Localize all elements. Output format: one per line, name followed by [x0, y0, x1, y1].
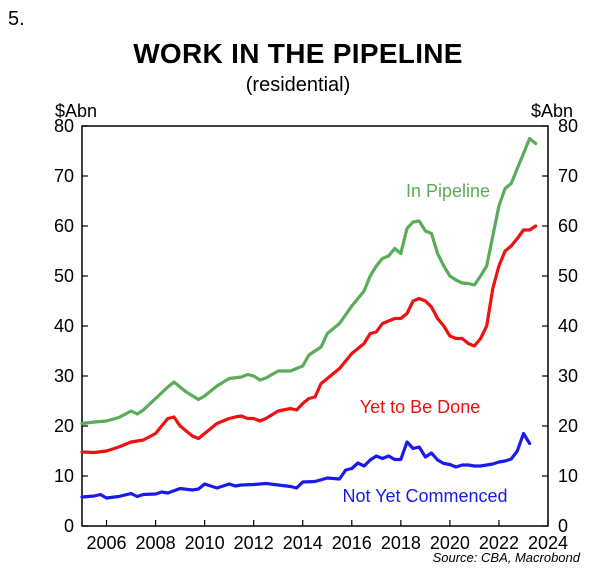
chart-title: WORK IN THE PIPELINE [133, 38, 463, 69]
series-label-not-yet-commenced: Not Yet Commenced [342, 486, 507, 506]
y-tick-label-right: 30 [558, 366, 578, 386]
x-tick-label: 2006 [87, 533, 127, 553]
x-tick-label: 2016 [332, 533, 372, 553]
series-line-2 [80, 431, 532, 500]
series-lines [80, 136, 538, 500]
y-tick-label-left: 70 [54, 166, 74, 186]
x-tick-label: 2014 [283, 533, 323, 553]
y-axis-unit-left: $Abn [55, 101, 97, 121]
y-tick-label-left: 30 [54, 366, 74, 386]
series-line-0 [80, 136, 538, 426]
y-tick-label-left: 80 [54, 116, 74, 136]
y-tick-label-left: 0 [64, 516, 74, 536]
series-label-yet-to-be-done: Yet to Be Done [360, 397, 480, 417]
y-tick-label-right: 60 [558, 216, 578, 236]
y-tick-label-right: 50 [558, 266, 578, 286]
y-tick-label-left: 50 [54, 266, 74, 286]
series-line-1 [80, 224, 538, 455]
source-note: Source: CBA, Macrobond [432, 550, 580, 565]
x-tick-label: 2008 [136, 533, 176, 553]
x-tick-label: 2010 [185, 533, 225, 553]
y-tick-label-right: 40 [558, 316, 578, 336]
x-tick-label: 2018 [381, 533, 421, 553]
chart-subtitle: (residential) [245, 74, 351, 96]
y-tick-label-right: 0 [558, 516, 568, 536]
y-tick-label-right: 10 [558, 466, 578, 486]
y-tick-label-left: 10 [54, 466, 74, 486]
figure-number: 5. [8, 8, 25, 30]
x-tick-label: 2012 [234, 533, 274, 553]
y-axis-unit-right: $Abn [531, 101, 573, 121]
x-tick-label: 2020 [430, 533, 470, 553]
y-tick-label-left: 40 [54, 316, 74, 336]
y-tick-label-left: 20 [54, 416, 74, 436]
y-tick-label-right: 80 [558, 116, 578, 136]
y-tick-label-left: 60 [54, 216, 74, 236]
series-label-in-pipeline: In Pipeline [406, 181, 490, 201]
x-tick-label: 2024 [528, 533, 568, 553]
y-tick-label-right: 70 [558, 166, 578, 186]
y-tick-label-right: 20 [558, 416, 578, 436]
x-tick-label: 2022 [479, 533, 519, 553]
